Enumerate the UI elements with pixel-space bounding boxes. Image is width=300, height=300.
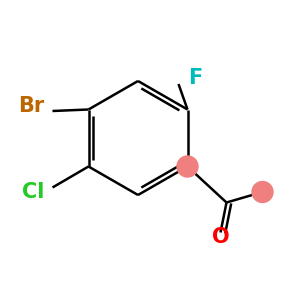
Text: Br: Br bbox=[18, 97, 45, 116]
Circle shape bbox=[177, 156, 198, 177]
Text: O: O bbox=[212, 227, 229, 247]
Text: F: F bbox=[188, 68, 202, 88]
Circle shape bbox=[252, 182, 273, 203]
Text: Cl: Cl bbox=[22, 182, 44, 202]
